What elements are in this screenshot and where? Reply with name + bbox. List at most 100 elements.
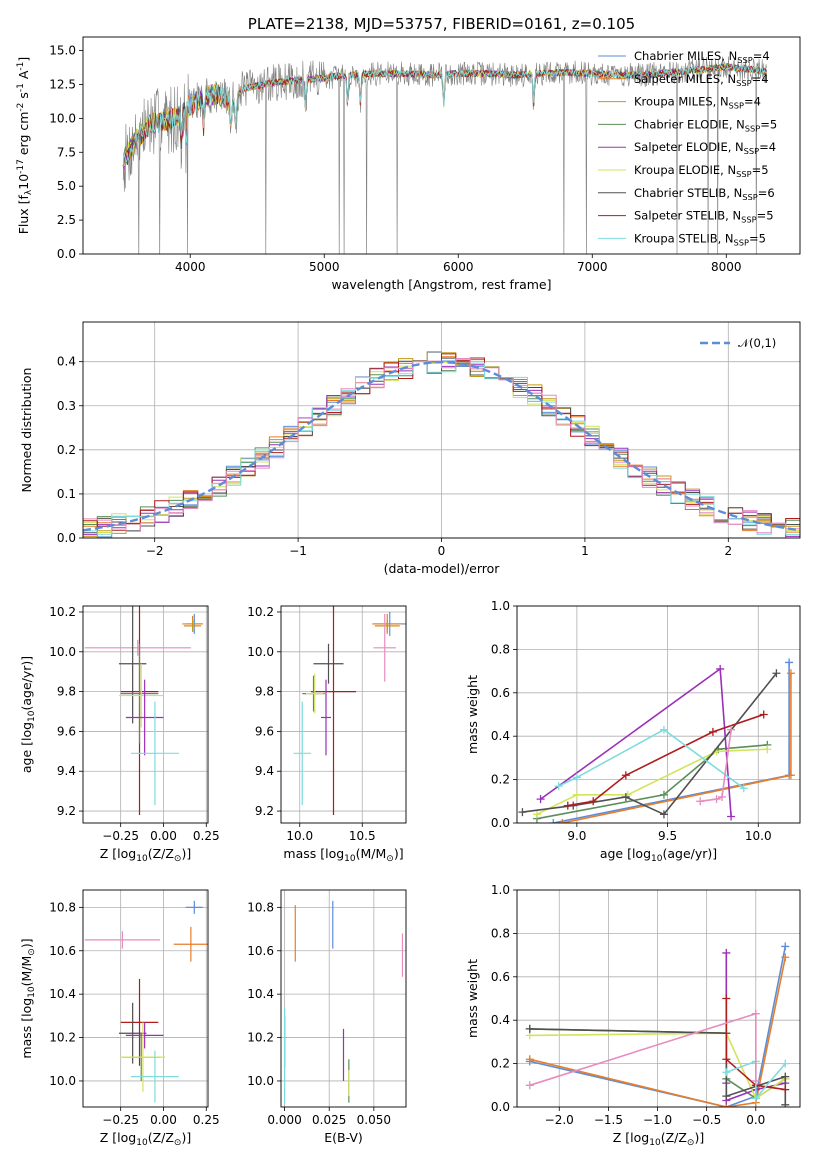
y-tick-label: 2.5 (57, 213, 76, 227)
legend-entry: Chabrier MILES, NSSP​=4 (634, 49, 770, 65)
weight-marker (722, 948, 731, 957)
legend-entry: Chabrier ELODIE, NSSP​=5 (634, 117, 777, 133)
y-axis-label: mass weight (465, 959, 480, 1038)
x-axis-label: Z [log10​(Z/Z⊙​)] (100, 1130, 191, 1148)
x-tick-label: −2 (146, 544, 164, 558)
weight-series (696, 725, 736, 806)
y-tick-label: 0.6 (491, 686, 510, 700)
weight-marker (772, 669, 781, 678)
panel-spectrum: 4000 5000 6000 7000 8000 0.0 2.5 5.0 7.5 10.0 12.5… (16, 15, 801, 292)
x-tick-label: 0.050 (357, 1113, 391, 1127)
axes-frame (82, 605, 209, 824)
weight-line (553, 662, 790, 823)
weight-marker (558, 819, 567, 823)
error-bar-point (293, 701, 311, 806)
residual-legend: 𝒩(0,1) (700, 336, 776, 350)
weight-marker (696, 797, 705, 806)
weight-marker (659, 725, 668, 734)
weight-marker (532, 810, 541, 819)
weight-marker (659, 810, 668, 819)
y-tick-label: 10.2 (247, 605, 274, 619)
weight-line (529, 957, 787, 1107)
plot-area (84, 606, 203, 816)
weight-marker (781, 953, 790, 962)
y-tick-label: 0.2 (491, 1057, 510, 1071)
weight-marker (563, 801, 572, 810)
legend-entry: Salpeter MILES, NSSP​=4 (634, 72, 769, 88)
y-tick-label: 1.0 (491, 883, 510, 897)
y-axis-label: mass weight (465, 675, 480, 754)
y-tick-label: 0.3 (57, 399, 76, 413)
error-bar-point (374, 619, 400, 632)
x-tick-label: 7000 (577, 260, 608, 274)
x-tick-label: −1.0 (643, 1113, 672, 1127)
y-tick-label: 9.2 (57, 804, 76, 818)
panel-age_vs_Z: −0.25 0.00 0.25 9.2 9.4 9.6 9.8 10.0 10.2 Z [log1… (19, 605, 220, 864)
weight-line (562, 673, 792, 823)
x-tick-label: 0.025 (312, 1113, 346, 1127)
weight-marker (781, 1072, 790, 1081)
axes-frame (280, 889, 407, 1108)
weight-line (700, 729, 732, 803)
weight-marker (621, 792, 630, 801)
x-tick-label: 9.0 (567, 829, 586, 843)
x-axis-label: (data-model)/error (384, 561, 501, 576)
weight-series (525, 1009, 760, 1090)
error-bar-point (173, 926, 208, 962)
weight-marker (759, 710, 768, 719)
x-tick-label: 0.00 (150, 829, 177, 843)
error-bar-point (321, 679, 331, 756)
weight-series (518, 669, 781, 819)
error-bar-point (125, 679, 164, 756)
weight-series (532, 745, 772, 819)
y-tick-label: 0.8 (491, 642, 510, 656)
error-bar-point (84, 931, 161, 949)
legend-entry: 𝒩(0,1) (738, 336, 776, 350)
weight-marker (722, 994, 731, 1003)
legend-entry: Chabrier STELIB, NSSP​=6 (634, 186, 775, 202)
y-tick-label: 10.6 (247, 944, 274, 958)
weight-series (558, 669, 795, 823)
y-tick-label: 0.4 (491, 729, 510, 743)
x-tick-label: −2.0 (545, 1113, 574, 1127)
y-tick-label: 0.1 (57, 487, 76, 501)
y-tick-label: 0.0 (491, 816, 510, 830)
x-tick-label: 10.0 (745, 829, 772, 843)
weight-marker (536, 795, 545, 804)
panel-age_vs_mass: 10.0 10.5 9.2 9.4 9.6 9.8 10.0 10.2 mass [log10​… (247, 605, 407, 864)
y-tick-label: 10.8 (247, 900, 274, 914)
y-tick-label: 0.4 (491, 1013, 510, 1027)
error-bar-point (118, 606, 147, 724)
panel-weight_vs_age: 9.0 9.5 10.0 0.0 0.2 0.4 0.6 0.8 1.0 age [log10​(… (465, 599, 801, 864)
y-tick-label: 9.8 (255, 685, 274, 699)
y-axis-label: age [log10​(age/yr)] (19, 656, 37, 773)
x-tick-label: −0.5 (692, 1113, 721, 1127)
weight-marker (716, 664, 725, 673)
model-spectrum-line (122, 62, 767, 166)
x-tick-label: 2 (724, 544, 732, 558)
weight-marker (727, 725, 736, 734)
weight-marker (751, 1009, 760, 1018)
y-tick-label: 10.2 (49, 605, 76, 619)
error-bar-point (373, 613, 396, 682)
y-axis-label: Normed distribution (19, 368, 34, 493)
weight-marker (781, 1085, 790, 1094)
x-tick-label: 0.0 (746, 1113, 765, 1127)
x-axis-label: E(B-V) (324, 1130, 363, 1145)
y-axis-label: Flux [fλ​10-17​ erg cm-2​ s-1​ A-1​] (16, 57, 34, 235)
weight-marker (589, 797, 598, 806)
error-bar-point (184, 619, 202, 632)
y-tick-label: 10.4 (49, 987, 76, 1001)
y-tick-label: 7.5 (57, 145, 76, 159)
weight-series (554, 725, 748, 793)
weight-marker (722, 1092, 731, 1101)
weight-marker (786, 771, 795, 780)
legend-entry: Kroupa STELIB, NSSP​=5 (634, 231, 766, 247)
y-tick-label: 15.0 (49, 44, 76, 58)
weight-marker (621, 771, 630, 780)
x-tick-label: −0.25 (102, 1113, 139, 1127)
axes-frame (516, 605, 801, 824)
panel-residuals: −2 −1 0 1 2 0.0 0.1 0.2 0.3 0.4 (data-model)/error… (19, 321, 801, 576)
weight-marker (708, 727, 717, 736)
panel-mass_vs_EBV: 0.000 0.025 0.050 10.0 10.2 10.4 10.6 10.8 E(B-V… (247, 889, 407, 1145)
